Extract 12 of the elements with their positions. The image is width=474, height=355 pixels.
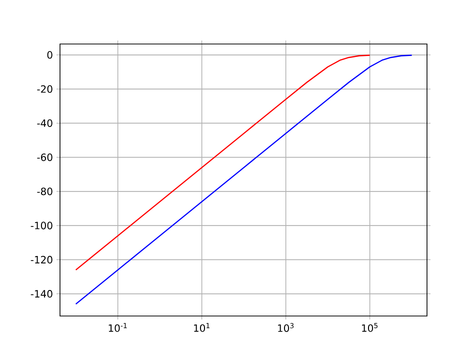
- x-tick-label: 10$^{5}$: [362, 323, 378, 332]
- y-tick-label: -100: [30, 222, 52, 230]
- x-tick-label: 10$^{1}$: [194, 323, 210, 332]
- y-tick-label: -60: [37, 154, 52, 162]
- y-tick-label: -80: [37, 188, 52, 196]
- x-tick-label: 10$^{3}$: [278, 323, 294, 332]
- y-tick-label: 0: [47, 51, 52, 59]
- y-tick-label: -140: [30, 290, 52, 298]
- y-tick-label: -120: [30, 256, 52, 264]
- x-tick-label: 10$^{-1}$: [108, 323, 127, 332]
- y-tick-label: -20: [37, 85, 52, 93]
- y-tick-label: -40: [37, 119, 52, 127]
